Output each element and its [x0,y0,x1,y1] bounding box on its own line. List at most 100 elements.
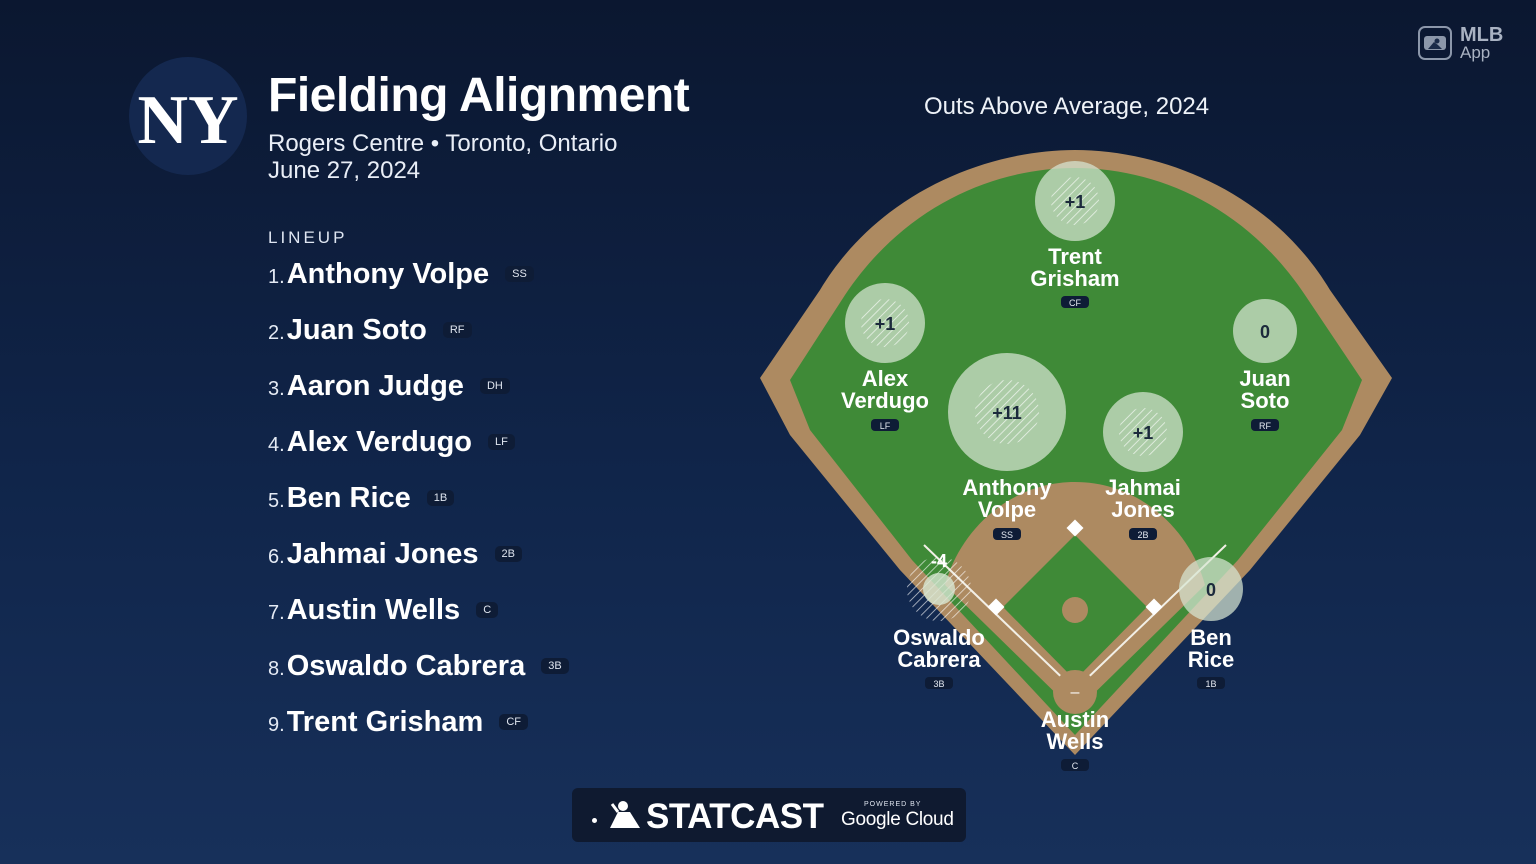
fielder-1b: 0 Ben Rice 1B [1179,557,1243,689]
fielder-last-name: Jones [1111,497,1175,522]
pitchers-mound [1062,597,1088,623]
second-base [1066,519,1084,537]
fielder-first-name: Anthony [962,475,1052,500]
player-name: Austin Wells [286,594,461,626]
oaa-value: -4 [931,551,947,571]
outfield-grass [790,168,1362,735]
oaa-bubble [923,573,955,605]
batting-order: 7. [268,602,285,624]
oaa-value: 0 [1206,580,1216,600]
position-badge: RF [442,322,472,338]
mlb-logo-icon [1418,26,1452,60]
position-badge: LF [880,421,891,431]
oaa-value: +11 [992,403,1022,423]
yankees-logo-icon: NY [137,82,238,159]
fielder-last-name: Soto [1241,388,1290,413]
fielder-last-name: Rice [1188,647,1234,672]
position-badge-bg [1061,296,1089,308]
mlb-app-logo: MLB App [1418,24,1514,64]
fielder-first-name: Austin [1041,707,1109,732]
position-badge: 2B [1137,530,1148,540]
player-name: Anthony Volpe [286,258,490,290]
statcast-wordmark: STATCAST [646,797,824,836]
oaa-value: +1 [1065,192,1086,212]
oaa-value: – [1071,684,1080,701]
fielder-c: – Austin Wells C [1041,684,1109,771]
position-badge-bg [993,528,1021,540]
oaa-value: +1 [875,314,896,334]
player-name: Trent Grisham [286,706,484,738]
batting-order: 9. [268,714,285,736]
fielder-cf: +1 Trent Grisham CF [1030,161,1120,308]
page-title: Fielding Alignment [268,69,690,122]
player-name: Oswaldo Cabrera [286,650,526,682]
third-base [987,598,1005,616]
fielder-first-name: Oswaldo [893,625,985,650]
footer-dot [592,818,597,823]
fielder-first-name: Ben [1190,625,1232,650]
batting-order: 6. [268,546,285,568]
position-badge: DH [479,378,510,394]
position-badge-bg [1197,677,1225,689]
statcast-footer: STATCAST POWERED BY Google Cloud [572,788,966,842]
batting-order: 3. [268,378,285,400]
position-badge: CF [499,714,528,730]
lineup-row: 3. Aaron Judge DH [268,370,510,403]
fielder-3b: -4 Oswaldo Cabrera 3B [893,551,985,689]
oaa-value: +1 [1133,423,1154,443]
position-badge: 3B [541,658,569,674]
fielder-first-name: Alex [862,366,909,391]
mlb-text: MLB [1460,24,1504,46]
player-name: Aaron Judge [286,370,464,402]
lineup-row: 1. Anthony Volpe SS [268,258,534,291]
first-base [1145,598,1163,616]
field-title: Outs Above Average, 2024 [924,93,1210,120]
batting-order: 5. [268,490,285,512]
oaa-hatch [1119,408,1167,456]
game-date: June 27, 2024 [268,157,421,184]
fielder-last-name: Volpe [978,497,1036,522]
position-badge: SS [1001,530,1013,540]
app-text: App [1460,43,1491,62]
fielder-first-name: Juan [1239,366,1290,391]
position-badge: RF [1259,421,1271,431]
fielder-2b: +1 Jahmai Jones 2B [1103,392,1183,540]
position-badge: SS [505,266,534,282]
position-badge: 3B [933,679,944,689]
batting-order: 8. [268,658,285,680]
position-badge: LF [488,434,515,450]
player-name: Ben Rice [286,482,411,514]
lineup-row: 4. Alex Verdugo LF [268,426,515,459]
player-name: Alex Verdugo [286,426,473,458]
oaa-hatch [975,380,1039,444]
position-badge-bg [1061,759,1089,771]
fielder-first-name: Jahmai [1105,475,1181,500]
fielder-ss: +11 Anthony Volpe SS [948,353,1066,540]
fielder-last-name: Wells [1046,729,1103,754]
fielder-rf: 0 Juan Soto RF [1233,299,1297,431]
oaa-hatch [861,299,909,347]
home-plate-area [1053,670,1097,714]
fielder-lf: +1 Alex Verdugo LF [841,283,929,431]
oaa-hatch [1051,177,1099,225]
lineup-row: 6. Jahmai Jones 2B [268,538,522,571]
position-badge-bg [1251,419,1279,431]
fielder-last-name: Cabrera [897,647,981,672]
position-badge: 1B [426,490,455,506]
statcast-icon [610,801,640,828]
position-badge-bg [871,419,899,431]
lineup-row: 8. Oswaldo Cabrera 3B [268,650,569,683]
team-logo: NY [129,57,247,175]
oaa-value: 0 [1260,322,1270,342]
position-badge-bg [925,677,953,689]
position-badge: C [476,602,499,618]
oaa-bubble [1233,299,1297,363]
lineup-row: 9. Trent Grisham CF [268,706,528,739]
logo-text: NY [137,82,238,159]
player-name: Jahmai Jones [286,538,479,570]
lineup-row: 7. Austin Wells C [268,594,499,627]
batting-order: 2. [268,322,285,344]
position-badge: 2B [494,546,522,562]
venue-text: Rogers Centre • Toronto, Ontario [268,130,618,157]
